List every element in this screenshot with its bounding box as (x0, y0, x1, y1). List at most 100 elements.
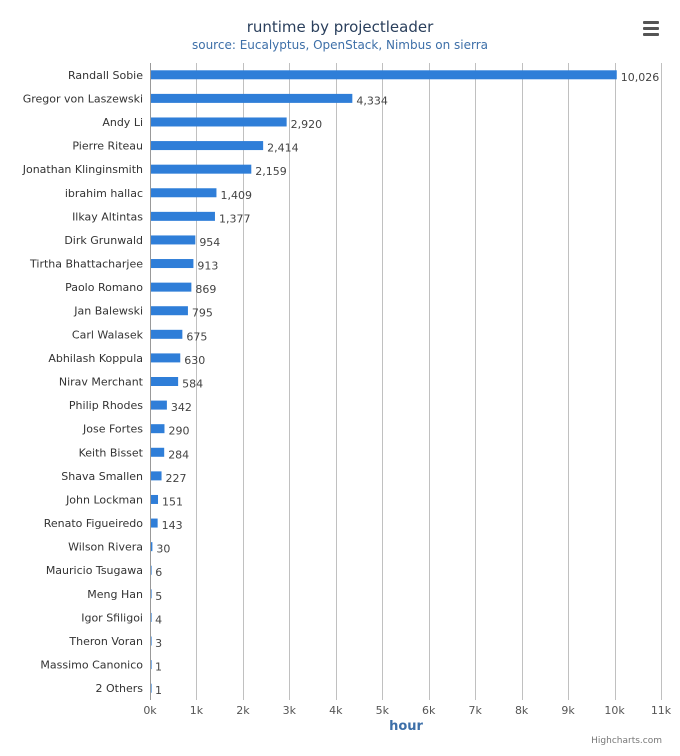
bar[interactable] (151, 141, 264, 151)
bar[interactable] (151, 518, 158, 528)
bar[interactable] (151, 282, 192, 292)
data-label: 227 (166, 472, 187, 485)
data-label: 913 (197, 260, 218, 273)
bar[interactable] (151, 565, 152, 575)
x-tick-label: 10k (604, 704, 625, 717)
category-label: Meng Han (87, 588, 143, 601)
category-label: Tirtha Bhattacharjee (29, 258, 143, 271)
category-label: Andy Li (102, 116, 143, 129)
category-label: Keith Bisset (79, 446, 144, 459)
category-label: Jonathan Klinginsmith (22, 163, 143, 176)
category-label: Massimo Canonico (40, 659, 143, 672)
bar[interactable] (151, 329, 183, 339)
x-axis-title: hour (389, 719, 423, 734)
category-label: Paolo Romano (65, 281, 143, 294)
bar[interactable] (151, 70, 617, 80)
bar[interactable] (151, 447, 165, 457)
data-label: 284 (168, 448, 189, 461)
x-tick-label: 3k (283, 704, 297, 717)
data-label: 675 (186, 330, 207, 343)
bar[interactable] (151, 117, 287, 127)
context-menu-button[interactable] (636, 18, 666, 42)
bar[interactable] (151, 188, 217, 198)
category-label: John Lockman (65, 493, 143, 506)
category-label: Philip Rhodes (69, 399, 143, 412)
bar[interactable] (151, 683, 152, 693)
data-label: 2,920 (291, 118, 323, 131)
category-label: Carl Walasek (72, 328, 144, 341)
category-label: Pierre Riteau (72, 140, 143, 153)
chart-subtitle: source: Eucalyptus, OpenStack, Nimbus on… (192, 38, 488, 52)
data-label: 4,334 (356, 94, 388, 107)
x-tick-label: 1k (190, 704, 204, 717)
data-label: 4 (155, 613, 162, 626)
x-tick-label: 7k (468, 704, 482, 717)
chart-title: runtime by projectleader (247, 18, 434, 36)
x-tick-label: 5k (376, 704, 390, 717)
x-axis-ticks: 0k 1k 2k 3k 4k 5k 6k 7k 8k 9k 10k 11k (143, 704, 671, 717)
category-label: Igor Sfiligoi (81, 611, 143, 624)
category-label: Abhilash Koppula (48, 352, 143, 365)
category-label: Jose Fortes (82, 423, 143, 436)
data-label: 143 (162, 519, 183, 532)
category-label: Gregor von Laszewski (23, 92, 143, 105)
data-label: 5 (155, 590, 162, 603)
category-label: Randall Sobie (68, 69, 143, 82)
category-label: Renato Figueiredo (44, 517, 144, 530)
x-tick-label: 2k (236, 704, 250, 717)
x-tick-label: 6k (422, 704, 436, 717)
bar[interactable] (151, 589, 152, 599)
menu-icon (636, 21, 666, 36)
category-label: Theron Voran (68, 635, 143, 648)
bar[interactable] (151, 494, 159, 504)
category-label: ibrahim hallac (65, 187, 143, 200)
bar[interactable] (151, 636, 152, 646)
x-tick-label: 4k (329, 704, 343, 717)
x-tick-label: 11k (651, 704, 672, 717)
data-label: 2,159 (255, 165, 286, 178)
credits-link[interactable]: Highcharts.com (591, 736, 662, 746)
x-tick-label: 9k (561, 704, 575, 717)
data-label: 151 (162, 495, 183, 508)
bars (151, 70, 617, 693)
bar[interactable] (151, 211, 215, 221)
x-tick-label: 8k (515, 704, 529, 717)
bar[interactable] (151, 542, 153, 552)
data-label: 1,377 (219, 212, 251, 225)
data-label: 30 (156, 543, 170, 556)
data-label: 10,026 (621, 71, 660, 84)
data-label: 3 (155, 637, 162, 650)
bar[interactable] (151, 353, 181, 363)
category-label: 2 Others (96, 682, 144, 695)
category-label: Dirk Grunwald (64, 234, 143, 247)
bar[interactable] (151, 235, 196, 245)
bar[interactable] (151, 93, 353, 103)
category-label: Shava Smallen (61, 470, 143, 483)
data-label: 2,414 (267, 142, 299, 155)
data-label: 6 (155, 566, 162, 579)
data-label: 954 (199, 236, 220, 249)
category-label: Mauricio Tsugawa (46, 564, 143, 577)
bar[interactable] (151, 471, 162, 481)
x-tick-label: 0k (143, 704, 157, 717)
grid-lines (150, 63, 662, 700)
bar[interactable] (151, 306, 188, 316)
data-label: 1 (155, 661, 162, 674)
data-label: 584 (182, 378, 203, 391)
bar[interactable] (151, 612, 152, 622)
bar[interactable] (151, 424, 165, 434)
data-label: 1,409 (220, 189, 252, 202)
bar[interactable] (151, 660, 152, 670)
category-label: Jan Balewski (73, 305, 143, 318)
data-label: 795 (192, 307, 213, 320)
bar[interactable] (151, 377, 179, 386)
data-label: 869 (195, 283, 216, 296)
data-label: 342 (171, 401, 192, 414)
bar[interactable] (151, 259, 194, 269)
data-label: 1 (155, 684, 162, 697)
category-labels: Randall Sobie Gregor von Laszewski Andy Li… (22, 69, 144, 695)
bar[interactable] (151, 164, 252, 174)
bar[interactable] (151, 400, 167, 410)
